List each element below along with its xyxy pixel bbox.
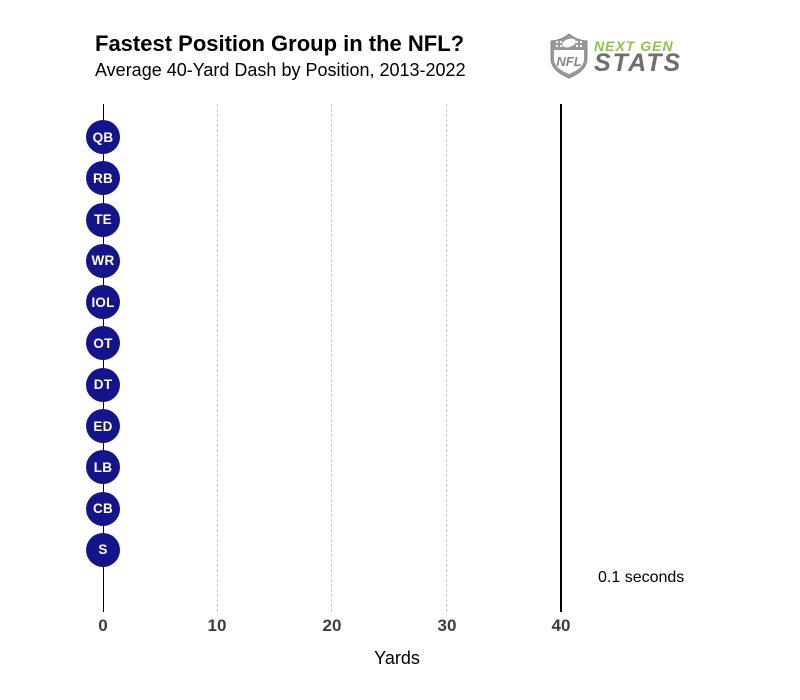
race-clock-annotation: 0.1 seconds — [598, 569, 685, 586]
x-axis-label: Yards — [374, 648, 420, 668]
chart-title: Fastest Position Group in the NFL? — [95, 31, 465, 56]
position-marker-s: S — [86, 532, 120, 567]
nfl-next-gen-stats-logo: NFL NEXT GEN STATS — [549, 33, 682, 79]
position-marker-ot: OT — [86, 326, 120, 361]
chart-subtitle: Average 40-Yard Dash by Position, 2013-2… — [95, 60, 466, 80]
position-marker-iol: IOL — [86, 285, 120, 320]
position-marker-lb: LB — [86, 450, 120, 485]
x-tick-40: 40 — [551, 616, 571, 635]
position-marker-wr: WR — [86, 243, 120, 278]
logo-next-gen-text: NEXT GEN — [594, 38, 674, 54]
position-marker-cb: CB — [86, 491, 120, 526]
x-tick-10: 10 — [207, 616, 227, 635]
x-tick-20: 20 — [322, 616, 342, 635]
gridline-30-yards — [446, 104, 447, 612]
position-marker-ed: ED — [86, 409, 120, 444]
gridline-10-yards — [217, 104, 218, 612]
logo-wordmark: NEXT GEN STATS — [594, 33, 683, 77]
nfl-shield-icon: NFL — [550, 33, 588, 79]
x-tick-0: 0 — [98, 616, 108, 635]
position-marker-qb: QB — [86, 120, 120, 154]
position-markers: QB RB TE WR IOL OT DT ED LB CB S — [86, 120, 120, 567]
nfl-shield-label: NFL — [556, 54, 581, 69]
gridline-20-yards — [331, 104, 332, 612]
position-marker-rb: RB — [86, 161, 120, 196]
logo-stats-text: STATS — [594, 49, 683, 77]
x-tick-30: 30 — [437, 616, 457, 635]
position-marker-dt: DT — [86, 367, 120, 402]
position-marker-te: TE — [86, 202, 120, 237]
finish-line-40-yards — [560, 104, 562, 612]
